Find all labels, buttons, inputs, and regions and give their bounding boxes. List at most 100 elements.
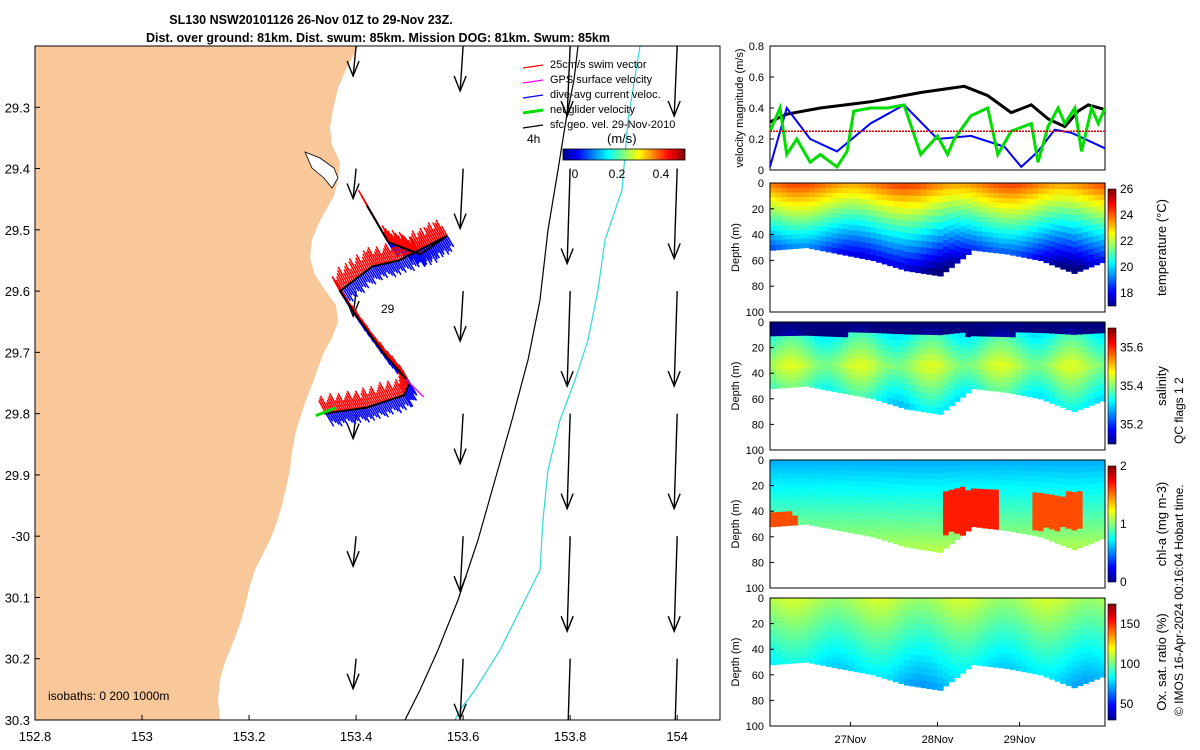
profile-cell — [959, 470, 967, 477]
profile-cell — [965, 249, 972, 255]
profile-cell — [1071, 524, 1078, 531]
profile-cell — [1077, 252, 1084, 260]
profile-cell — [1093, 229, 1101, 237]
profile-cell — [948, 639, 955, 647]
profile-cell — [948, 471, 955, 479]
profile-cell — [887, 471, 894, 479]
profile-cell — [1038, 243, 1045, 250]
profile-cell — [948, 465, 955, 473]
profile-cell — [820, 646, 827, 652]
profile-cell — [1099, 533, 1106, 540]
profile-cell — [1021, 230, 1028, 237]
profile-cell — [803, 620, 810, 627]
profile-cell — [931, 235, 939, 243]
profile-cell — [1032, 641, 1039, 648]
profile-cell — [993, 356, 1000, 363]
profile-cell — [987, 366, 994, 372]
profile-cell — [1093, 535, 1101, 542]
profile-cell — [1015, 224, 1022, 231]
profile-cell — [943, 604, 950, 612]
profile-cell — [1099, 395, 1106, 402]
profile-cell — [1004, 460, 1011, 466]
profile-cell — [943, 227, 950, 235]
profile-cell — [887, 615, 894, 623]
current-vector — [325, 412, 335, 427]
profile-cell — [920, 322, 927, 329]
profile-cell — [1043, 200, 1050, 207]
profile-cell — [982, 241, 989, 248]
profile-cell — [770, 341, 777, 347]
profile-cell — [909, 265, 916, 273]
profile-cell — [982, 631, 989, 638]
profile-cell — [1015, 203, 1022, 210]
profile-cell — [853, 379, 860, 386]
profile-cell — [770, 345, 777, 352]
profile-cell — [909, 491, 916, 499]
profile-cell — [1032, 193, 1039, 200]
profile-cell — [982, 326, 989, 333]
profile-cell — [1032, 199, 1039, 206]
current-vector — [327, 412, 334, 422]
profile-cell — [797, 657, 805, 664]
profile-cell — [814, 626, 821, 632]
legend-swim-label: 25cm/s swim vector — [550, 59, 647, 71]
profile-cell — [993, 474, 1000, 481]
profile-cell — [948, 609, 955, 617]
profile-cell — [898, 622, 905, 630]
profile-cell — [1043, 355, 1050, 363]
profile-cell — [1082, 665, 1089, 672]
colorbar-tick-label: 35.4 — [1120, 379, 1144, 393]
profile-cell — [864, 392, 872, 399]
profile-cell — [920, 334, 927, 342]
profile-cell — [831, 647, 838, 654]
swim-vector — [345, 392, 356, 410]
profile-cell — [820, 508, 827, 514]
profile-cell — [1071, 183, 1078, 191]
profile-cell — [920, 623, 927, 631]
geo-arrow-head — [667, 100, 681, 118]
profile-cell — [887, 380, 894, 387]
current-vector — [363, 272, 371, 284]
profile-cell — [971, 197, 978, 203]
profile-cell — [1077, 195, 1084, 203]
profile-cell — [1099, 222, 1106, 230]
profile-cell — [1021, 379, 1028, 386]
profile-cell — [976, 641, 983, 647]
depth-tick-label: 0 — [758, 593, 764, 605]
profile-cell — [1099, 378, 1106, 385]
profile-cell — [1026, 481, 1034, 488]
profile-cell — [987, 523, 994, 530]
geo-arrow-shaft — [459, 291, 464, 342]
profile-cell — [1010, 327, 1017, 333]
profile-cell — [842, 327, 849, 333]
profile-cell — [1071, 208, 1078, 216]
profile-cell — [848, 470, 855, 477]
profile-cell — [948, 477, 955, 485]
profile-cell — [993, 371, 1000, 377]
profile-cell — [803, 657, 810, 663]
profile-cell — [859, 619, 866, 626]
profile-cell — [943, 529, 950, 536]
profile-cell — [904, 647, 911, 655]
profile-cell — [809, 229, 816, 236]
profile-cell — [1065, 378, 1073, 386]
profile-cell — [959, 237, 967, 244]
profile-cell — [1082, 598, 1089, 605]
profile-cell — [1065, 390, 1073, 398]
current-vector — [401, 258, 410, 270]
profile-cell — [1004, 603, 1011, 609]
profile-cell — [775, 211, 782, 217]
current-vector — [371, 405, 381, 420]
map-x-tick-label: 154 — [666, 729, 688, 744]
map-y-tick-label: -30 — [11, 529, 30, 544]
profile-cell — [820, 626, 827, 633]
profile-cell — [1043, 620, 1050, 627]
profile-cell — [820, 326, 827, 333]
profile-cell — [1015, 384, 1022, 390]
profile-cell — [1077, 239, 1084, 247]
profile-cell — [881, 672, 888, 679]
current-vector — [386, 262, 397, 278]
profile-cell — [859, 460, 866, 466]
profile-cell — [948, 489, 955, 497]
profile-cell — [1043, 256, 1050, 264]
